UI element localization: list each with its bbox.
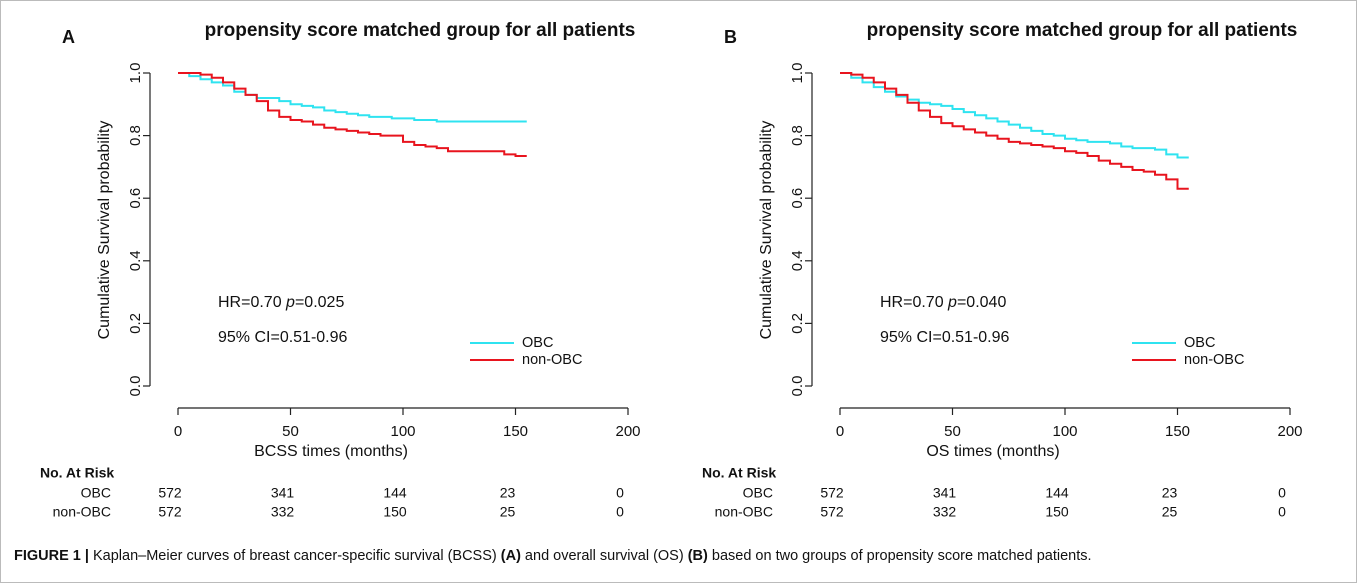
risk-count: 150	[383, 504, 407, 520]
x-tick-label: 100	[390, 423, 415, 440]
panel-letter: B	[724, 27, 737, 47]
risk-count: 572	[820, 485, 844, 501]
y-tick-label: 0.2	[789, 313, 806, 334]
annotation: HR=0.70 p=0.040	[880, 294, 1006, 311]
chart-title: propensity score matched group for all p…	[867, 20, 1298, 41]
annotation: 95% CI=0.51-0.96	[880, 329, 1010, 346]
risk-count: 144	[383, 485, 407, 501]
risk-count: 144	[1045, 485, 1069, 501]
x-tick-label: 200	[615, 423, 640, 440]
legend-label: OBC	[522, 335, 553, 351]
legend-label: non-OBC	[1184, 352, 1244, 368]
y-tick-label: 0.6	[789, 188, 806, 209]
x-tick-label: 100	[1052, 423, 1077, 440]
risk-count: 572	[158, 504, 182, 520]
y-tick-label: 0.4	[127, 250, 144, 271]
survival-curve	[840, 72, 1189, 190]
annotation-part: HR=0.70	[880, 294, 948, 311]
x-tick-label: 0	[836, 423, 844, 440]
risk-count: 0	[616, 485, 624, 501]
x-tick-label: 150	[503, 423, 528, 440]
risk-count: 150	[1045, 504, 1069, 520]
x-axis-label: OS times (months)	[926, 443, 1059, 460]
risk-row-name: non-OBC	[53, 504, 111, 520]
risk-count: 0	[1278, 485, 1286, 501]
risk-count: 25	[1162, 504, 1178, 520]
legend-label: non-OBC	[522, 352, 582, 368]
y-tick-label: 0.2	[127, 313, 144, 334]
risk-count: 341	[933, 485, 957, 501]
risk-title: No. At Risk	[702, 465, 776, 481]
risk-row-name: OBC	[743, 485, 773, 501]
caption-part: (B)	[688, 548, 708, 564]
risk-count: 23	[500, 485, 516, 501]
annotation: 95% CI=0.51-0.96	[218, 329, 348, 346]
survival-curve	[840, 72, 1189, 159]
x-tick-label: 200	[1277, 423, 1302, 440]
y-axis-label: Cumulative Survival probability	[758, 121, 775, 340]
risk-count: 572	[820, 504, 844, 520]
annotation-part: HR=0.70	[218, 294, 286, 311]
survival-curve	[178, 72, 527, 123]
x-tick-label: 50	[944, 423, 961, 440]
risk-count: 0	[616, 504, 624, 520]
caption: FIGURE 1 | Kaplan–Meier curves of breast…	[14, 548, 1092, 564]
caption-part: based on two groups of propensity score …	[708, 548, 1092, 564]
caption-part: FIGURE 1 |	[14, 548, 89, 564]
risk-title: No. At Risk	[40, 465, 114, 481]
chart-title: propensity score matched group for all p…	[205, 20, 636, 41]
y-tick-label: 0.4	[789, 250, 806, 271]
caption-part: Kaplan–Meier curves of breast cancer-spe…	[89, 548, 501, 564]
survival-curve	[178, 72, 527, 157]
y-axis-label: Cumulative Survival probability	[96, 121, 113, 340]
annotation: HR=0.70 p=0.025	[218, 294, 344, 311]
caption-part: (A)	[501, 548, 521, 564]
y-tick-label: 0.0	[127, 376, 144, 397]
annotation-part: =0.025	[295, 294, 344, 311]
y-tick-label: 0.6	[127, 188, 144, 209]
caption-part: and overall survival (OS)	[521, 548, 688, 564]
y-tick-label: 0.8	[789, 125, 806, 146]
risk-count: 332	[933, 504, 957, 520]
panel-letter: A	[62, 27, 75, 47]
x-axis-label: BCSS times (months)	[254, 443, 408, 460]
annotation-part: =0.040	[957, 294, 1006, 311]
y-tick-label: 0.0	[789, 376, 806, 397]
risk-row-name: non-OBC	[715, 504, 773, 520]
annotation-part: p	[285, 294, 295, 311]
annotation-part: p	[947, 294, 957, 311]
y-tick-label: 1.0	[127, 63, 144, 84]
x-tick-label: 50	[282, 423, 299, 440]
y-tick-label: 0.8	[127, 125, 144, 146]
x-tick-label: 0	[174, 423, 182, 440]
risk-count: 332	[271, 504, 295, 520]
risk-row-name: OBC	[81, 485, 111, 501]
legend-label: OBC	[1184, 335, 1215, 351]
risk-count: 25	[500, 504, 516, 520]
risk-count: 572	[158, 485, 182, 501]
y-tick-label: 1.0	[789, 63, 806, 84]
risk-count: 0	[1278, 504, 1286, 520]
risk-count: 23	[1162, 485, 1178, 501]
x-tick-label: 150	[1165, 423, 1190, 440]
risk-count: 341	[271, 485, 295, 501]
